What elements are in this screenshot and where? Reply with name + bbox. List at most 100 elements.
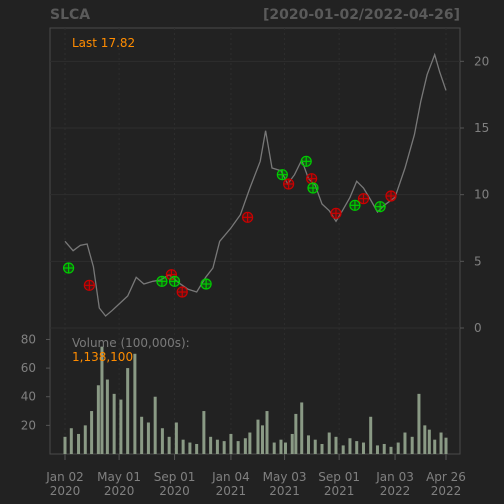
volume-bar bbox=[105, 379, 109, 454]
volume-bar bbox=[96, 385, 100, 454]
volume-tick-label: 80 bbox=[21, 332, 36, 346]
x-tick-label: Sep 01 bbox=[154, 470, 196, 484]
volume-bar bbox=[63, 436, 67, 454]
volume-bar bbox=[444, 437, 448, 454]
sell-marker bbox=[330, 207, 342, 219]
volume-bar bbox=[236, 441, 240, 454]
grid-lines bbox=[50, 28, 460, 454]
x-tick-year: 2021 bbox=[324, 484, 355, 498]
volume-bar bbox=[327, 432, 331, 454]
volume-bar bbox=[290, 433, 294, 454]
volume-bar bbox=[77, 433, 81, 454]
price-panel-frame bbox=[49, 27, 461, 329]
price-tick-label: 15 bbox=[474, 121, 489, 135]
sell-marker bbox=[306, 173, 318, 185]
volume-bar bbox=[396, 442, 400, 454]
buy-marker bbox=[300, 155, 312, 167]
volume-bar bbox=[427, 429, 431, 454]
buy-marker bbox=[276, 169, 288, 181]
buy-marker bbox=[349, 199, 361, 211]
volume-panel-label: Volume (100,000s): bbox=[72, 336, 190, 350]
volume-bar bbox=[348, 438, 352, 454]
volume-bar bbox=[112, 393, 116, 454]
x-tick-label: Apr 26 bbox=[426, 470, 466, 484]
x-tick-label: May 01 bbox=[97, 470, 141, 484]
buy-marker bbox=[63, 262, 75, 274]
volume-bar bbox=[265, 411, 269, 454]
volume-bar bbox=[248, 432, 252, 454]
price-line bbox=[64, 52, 447, 317]
volume-bar bbox=[174, 422, 178, 454]
volume-bar bbox=[260, 425, 264, 454]
price-tick-label: 5 bbox=[474, 254, 482, 268]
volume-bar bbox=[382, 443, 386, 454]
volume-bar bbox=[188, 442, 192, 454]
x-tick-label: Jan 04 bbox=[211, 470, 250, 484]
volume-bar bbox=[209, 436, 213, 454]
volume-bar bbox=[300, 402, 304, 454]
date-range-label: [2020-01-02/2022-04-26] bbox=[263, 7, 460, 23]
trade-markers bbox=[63, 155, 397, 298]
x-tick-year: 2020 bbox=[159, 484, 190, 498]
volume-bar bbox=[69, 428, 73, 454]
volume-bar bbox=[334, 436, 338, 454]
volume-tick-label: 40 bbox=[21, 390, 36, 404]
volume-bar bbox=[119, 399, 123, 454]
volume-bar bbox=[320, 443, 324, 454]
volume-bar bbox=[272, 442, 276, 454]
volume-tick-label: 20 bbox=[21, 418, 36, 432]
volume-bar bbox=[389, 446, 393, 454]
price-tick-label: 20 bbox=[474, 54, 489, 68]
volume-tick-label: 60 bbox=[21, 361, 36, 375]
volume-bar bbox=[243, 438, 247, 454]
volume-bars bbox=[63, 346, 448, 454]
buy-marker bbox=[374, 201, 386, 213]
volume-bar bbox=[181, 439, 185, 454]
volume-bar bbox=[283, 442, 287, 454]
sell-marker bbox=[283, 178, 295, 190]
volume-last-value: 1,138,100 bbox=[72, 350, 133, 364]
volume-bar bbox=[375, 445, 379, 454]
sell-marker bbox=[83, 279, 95, 291]
volume-bar bbox=[423, 425, 427, 454]
x-tick-label: May 03 bbox=[263, 470, 307, 484]
x-tick-label: Jan 02 bbox=[45, 470, 84, 484]
volume-bar bbox=[140, 416, 144, 454]
volume-bar bbox=[202, 411, 206, 454]
price-tick-label: 10 bbox=[474, 188, 489, 202]
volume-bar bbox=[433, 439, 437, 454]
volume-bar bbox=[222, 441, 226, 454]
volume-bar bbox=[279, 439, 283, 454]
x-tick-label: Sep 01 bbox=[318, 470, 360, 484]
volume-bar bbox=[167, 436, 171, 454]
sell-marker bbox=[357, 193, 370, 205]
x-tick-year: 2021 bbox=[216, 484, 247, 498]
volume-bar bbox=[403, 432, 407, 454]
volume-bar bbox=[215, 439, 219, 454]
buy-marker bbox=[156, 275, 168, 287]
volume-bar bbox=[90, 411, 94, 454]
volume-bar bbox=[417, 393, 421, 454]
chart-title: SLCA bbox=[50, 7, 90, 23]
x-tick-year: 2020 bbox=[50, 484, 81, 498]
buy-marker bbox=[307, 182, 319, 194]
x-tick-year: 2022 bbox=[431, 484, 462, 498]
volume-bar bbox=[306, 435, 310, 454]
sell-marker bbox=[242, 211, 254, 223]
volume-bar bbox=[100, 346, 104, 454]
volume-bar bbox=[410, 436, 414, 454]
volume-bar bbox=[195, 443, 199, 454]
volume-bar bbox=[341, 445, 345, 454]
volume-bar bbox=[439, 432, 443, 454]
volume-bar bbox=[369, 416, 373, 454]
volume-bar bbox=[229, 433, 233, 454]
x-tick-year: 2020 bbox=[104, 484, 135, 498]
buy-marker bbox=[168, 275, 181, 287]
volume-bar bbox=[294, 413, 298, 454]
volume-bar bbox=[313, 439, 317, 454]
volume-bar bbox=[160, 428, 164, 454]
volume-bar bbox=[146, 422, 150, 454]
buy-marker bbox=[200, 278, 212, 290]
